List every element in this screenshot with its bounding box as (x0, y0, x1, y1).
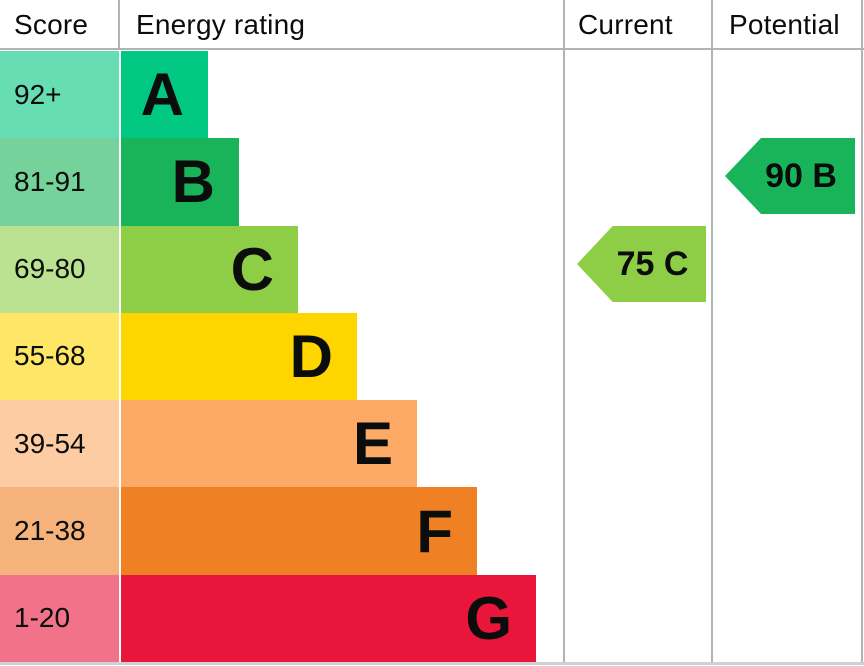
band-bar-a: A (121, 51, 208, 139)
score-range-cell-a: 92+ (0, 51, 119, 139)
band-row-b: 81-91 B (0, 138, 864, 226)
band-letter: C (230, 235, 274, 303)
score-range-label: 1-20 (14, 602, 71, 634)
band-letter: B (171, 148, 215, 216)
band-bar-c: C (121, 225, 298, 313)
score-range-cell-e: 39-54 (0, 400, 119, 488)
score-range-cell-c: 69-80 (0, 225, 119, 313)
band-row-e: 39-54 E (0, 400, 864, 488)
band-bar-b: B (121, 138, 239, 226)
score-range-cell-f: 21-38 (0, 487, 119, 575)
band-bar-f: F (121, 487, 477, 575)
band-letter: F (416, 497, 453, 565)
band-row-a: 92+ A (0, 51, 864, 139)
band-row-c: 69-80 C (0, 225, 864, 313)
current-column-header: Current (578, 8, 673, 40)
band-bar-g: G (121, 574, 536, 662)
current-rating-value: 75 C (616, 244, 689, 283)
band-letter: A (140, 61, 184, 129)
score-column-header: Score (14, 8, 89, 40)
potential-rating-value: 90 B (765, 156, 837, 195)
score-range-label: 39-54 (14, 427, 86, 459)
potential-column-header: Potential (729, 8, 840, 40)
current-column-divider (563, 0, 565, 663)
header-divider (0, 48, 864, 50)
left-pointer-arrow-icon (577, 226, 706, 302)
left-pointer-arrow-icon (725, 138, 855, 214)
score-range-cell-g: 1-20 (0, 574, 119, 662)
score-range-label: 21-38 (14, 515, 86, 547)
band-row-g: 1-20 G (0, 574, 864, 662)
band-bar-d: D (121, 312, 357, 401)
score-column-divider (118, 0, 120, 48)
potential-column-divider (711, 0, 713, 663)
score-range-label: 69-80 (14, 253, 86, 285)
energy-rating-column-header: Energy rating (136, 8, 306, 40)
band-row-f: 21-38 F (0, 487, 864, 575)
bottom-border (0, 662, 864, 665)
score-range-label: 81-91 (14, 165, 86, 197)
band-bar-e: E (121, 400, 417, 488)
score-range-label: 55-68 (14, 340, 86, 372)
current-rating-arrow: 75 C (577, 226, 706, 302)
score-range-cell-b: 81-91 (0, 138, 119, 226)
band-row-d: 55-68 D (0, 312, 864, 401)
potential-rating-arrow: 90 B (725, 138, 855, 214)
band-letter: G (465, 584, 512, 652)
score-range-cell-d: 55-68 (0, 312, 119, 401)
bands-rows: 92+ A 81-91 B 69-80 C 55-68 D 39-54 E 21-38 F 1-20 G (0, 51, 864, 662)
right-border (861, 0, 863, 663)
band-letter: E (352, 410, 393, 478)
score-range-label: 92+ (14, 78, 62, 110)
band-letter: D (289, 322, 333, 390)
chart-header: Score Energy rating Current Potential (0, 0, 864, 49)
